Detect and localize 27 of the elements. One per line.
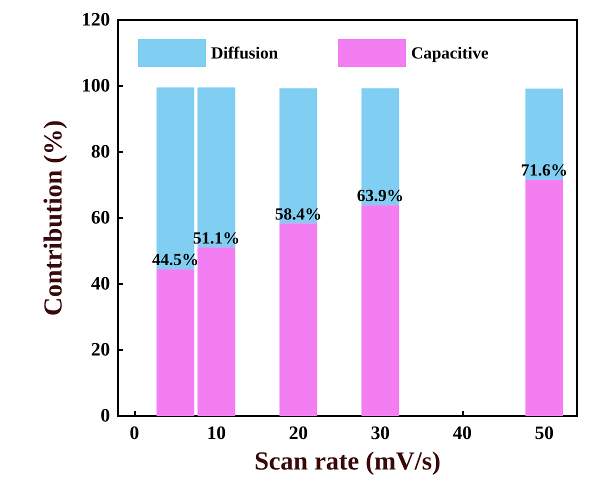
bar <box>156 269 194 416</box>
y-tick-label: 40 <box>91 274 110 294</box>
data-label: 71.6% <box>520 160 568 180</box>
x-tick-label: 50 <box>534 423 554 444</box>
bar <box>198 247 236 416</box>
x-tick-label: 0 <box>130 423 140 444</box>
x-axis-title: Scan rate (mV/s) <box>254 446 441 476</box>
bar <box>361 205 400 416</box>
data-label: 51.1% <box>192 228 240 248</box>
x-tick-label: 10 <box>206 423 226 444</box>
x-tick-label: 20 <box>288 423 308 444</box>
data-label: 58.4% <box>274 204 322 224</box>
y-tick-label: 60 <box>91 208 110 228</box>
y-tick-label: 120 <box>82 10 110 30</box>
bar <box>279 223 318 416</box>
y-axis-title: Contribution (%) <box>38 120 68 316</box>
legend-label: Capacitive <box>411 44 489 62</box>
data-label: 44.5% <box>152 250 199 270</box>
data-label: 63.9% <box>356 186 404 206</box>
x-tick-label: 40 <box>452 423 472 444</box>
bar <box>525 180 564 416</box>
y-tick-label: 20 <box>91 340 110 360</box>
y-tick-label: 100 <box>82 76 110 96</box>
x-tick-label: 30 <box>370 423 390 444</box>
y-tick-label: 0 <box>100 406 110 426</box>
legend-label: Diffusion <box>211 44 279 62</box>
y-tick-label: 80 <box>91 142 110 162</box>
